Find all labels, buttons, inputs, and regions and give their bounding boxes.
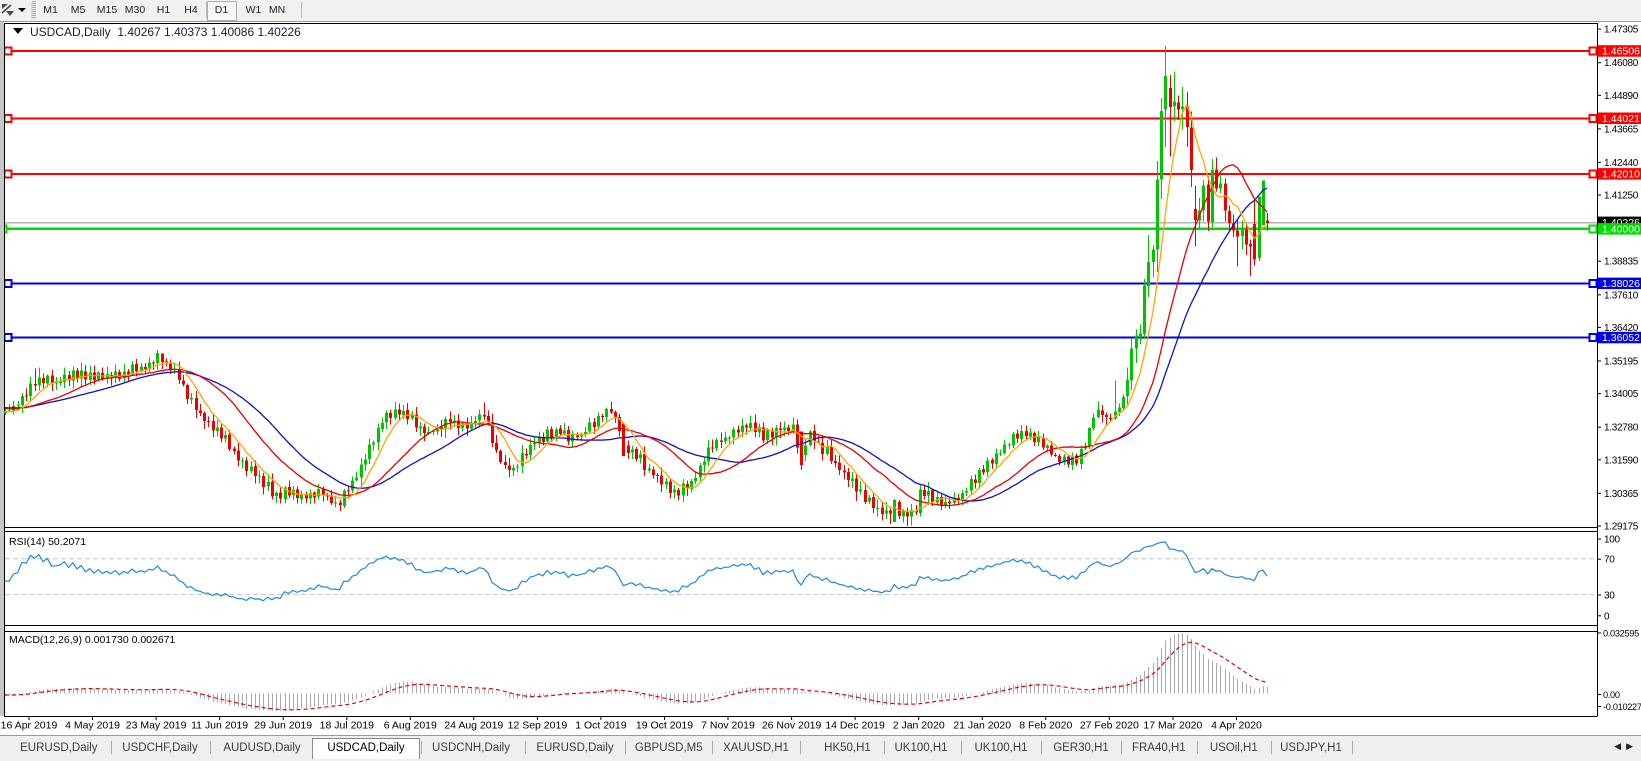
svg-text:1 Oct 2019: 1 Oct 2019 <box>575 720 627 732</box>
svg-text:21 Jan 2020: 21 Jan 2020 <box>953 720 1011 732</box>
svg-text:7 Nov 2019: 7 Nov 2019 <box>701 720 755 732</box>
svg-text:30: 30 <box>1604 591 1615 602</box>
svg-text:1.38835: 1.38835 <box>1604 257 1639 268</box>
svg-text:2 Jan 2020: 2 Jan 2020 <box>893 720 945 732</box>
svg-text:1.35195: 1.35195 <box>1604 357 1639 368</box>
svg-text:6 Aug 2019: 6 Aug 2019 <box>384 720 437 732</box>
svg-text:RSI(14) 50.2071: RSI(14) 50.2071 <box>9 536 86 548</box>
svg-text:1.46506: 1.46506 <box>1602 46 1640 58</box>
svg-text:1.38026: 1.38026 <box>1602 278 1640 290</box>
svg-text:1.46080: 1.46080 <box>1604 58 1639 69</box>
svg-text:1.36052: 1.36052 <box>1602 332 1640 344</box>
svg-text:19 Oct 2019: 19 Oct 2019 <box>636 720 693 732</box>
svg-text:4 Apr 2020: 4 Apr 2020 <box>1211 720 1262 732</box>
svg-text:1.29175: 1.29175 <box>1604 522 1639 533</box>
svg-text:1.41250: 1.41250 <box>1604 191 1639 202</box>
svg-text:4 May 2019: 4 May 2019 <box>65 720 120 732</box>
svg-text:29 Jun 2019: 29 Jun 2019 <box>254 720 312 732</box>
svg-text:MACD(12,26,9) 0.001730 0.00267: MACD(12,26,9) 0.001730 0.002671 <box>9 634 176 646</box>
svg-text:23 May 2019: 23 May 2019 <box>126 720 187 732</box>
svg-text:0.00: 0.00 <box>1603 690 1620 700</box>
svg-text:1.44890: 1.44890 <box>1604 91 1639 102</box>
svg-text:1.30365: 1.30365 <box>1604 489 1639 500</box>
svg-text:17 Mar 2020: 17 Mar 2020 <box>1143 720 1202 732</box>
svg-text:0: 0 <box>1604 611 1610 622</box>
svg-text:-0.010227: -0.010227 <box>1603 702 1641 712</box>
svg-text:1.47305: 1.47305 <box>1604 25 1639 36</box>
svg-text:1.31590: 1.31590 <box>1604 455 1639 466</box>
svg-text:100: 100 <box>1604 535 1621 546</box>
svg-text:27 Feb 2020: 27 Feb 2020 <box>1080 720 1139 732</box>
svg-text:12 Sep 2019: 12 Sep 2019 <box>508 720 568 732</box>
svg-text:70: 70 <box>1604 555 1615 566</box>
svg-text:1.42440: 1.42440 <box>1604 158 1639 169</box>
svg-text:8 Feb 2020: 8 Feb 2020 <box>1019 720 1072 732</box>
svg-text:26 Nov 2019: 26 Nov 2019 <box>762 720 822 732</box>
svg-text:1.36420: 1.36420 <box>1604 323 1639 334</box>
svg-text:24 Aug 2019: 24 Aug 2019 <box>444 720 503 732</box>
svg-text:USDCAD,Daily 1.40267 1.40373: USDCAD,Daily 1.40267 1.40373 1.40086 1.4… <box>30 25 301 39</box>
svg-text:1.44021: 1.44021 <box>1602 113 1640 125</box>
svg-text:18 Jul 2019: 18 Jul 2019 <box>320 720 374 732</box>
svg-text:16 Apr 2019: 16 Apr 2019 <box>1 720 58 732</box>
svg-text:1.34005: 1.34005 <box>1604 389 1639 400</box>
svg-text:1.32780: 1.32780 <box>1604 423 1639 434</box>
svg-text:0.032595: 0.032595 <box>1603 629 1639 639</box>
svg-text:11 Jun 2019: 11 Jun 2019 <box>191 720 248 732</box>
svg-text:1.42010: 1.42010 <box>1602 168 1640 180</box>
svg-text:1.40000: 1.40000 <box>1602 223 1640 235</box>
svg-text:14 Dec 2019: 14 Dec 2019 <box>825 720 885 732</box>
svg-text:1.43665: 1.43665 <box>1604 124 1639 135</box>
svg-text:1.37610: 1.37610 <box>1604 290 1639 301</box>
